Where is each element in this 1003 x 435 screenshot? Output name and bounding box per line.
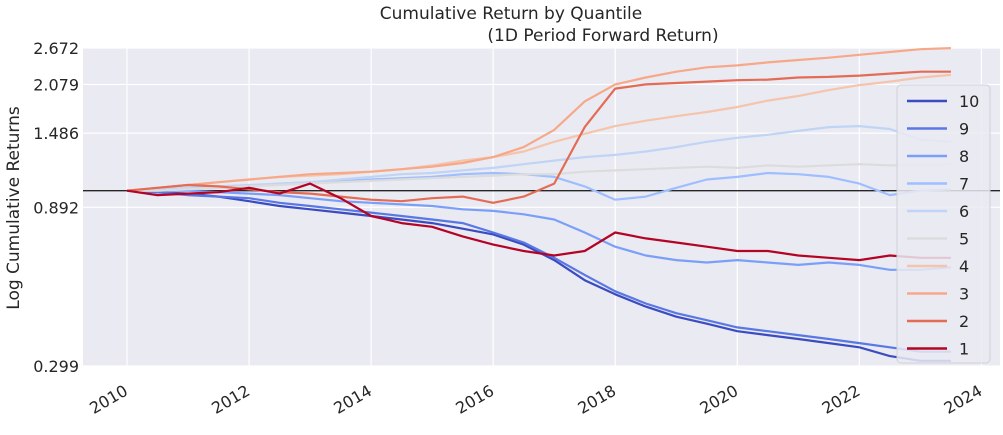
y-tick-label: 2.672 (33, 39, 79, 58)
legend-label-1: 1 (959, 340, 969, 359)
x-tick-label: 2012 (208, 381, 253, 418)
y-tick-label: 2.079 (33, 75, 79, 94)
x-tick-labels: 2010 2012 2014 2016 2018 2020 2022 2024 (86, 381, 985, 418)
legend-label-6: 6 (959, 202, 969, 221)
chart-subtitle: (1D Period Forward Return) (487, 26, 718, 46)
series-line-9 (126, 189, 951, 353)
legend: 10 9 8 7 6 5 4 3 2 1 (896, 84, 991, 364)
series-group (126, 47, 951, 362)
y-tick-label: 1.486 (33, 124, 79, 143)
x-tick-label: 2022 (819, 381, 864, 418)
legend-label-4: 4 (959, 257, 969, 276)
x-tick-label: 2020 (697, 381, 742, 418)
legend-label-8: 8 (959, 147, 969, 166)
y-tick-label: 0.299 (33, 357, 79, 376)
legend-label-7: 7 (959, 175, 969, 194)
x-tick-label: 2018 (574, 381, 619, 418)
legend-label-9: 9 (959, 120, 969, 139)
legend-label-2: 2 (959, 312, 969, 331)
series-line-1 (126, 182, 951, 262)
series-line-8 (127, 189, 951, 271)
legend-label-3: 3 (959, 285, 969, 304)
series-line-3 (126, 47, 951, 192)
y-tick-label: 0.892 (33, 198, 79, 217)
series-line-6 (126, 124, 951, 192)
x-tick-label: 2010 (86, 381, 131, 418)
y-tick-labels: 2.672 2.079 1.486 0.892 0.299 (33, 39, 79, 376)
x-tick-label: 2016 (452, 381, 497, 418)
y-axis-label: Log Cumulative Returns (4, 106, 24, 310)
x-tick-label: 2024 (941, 381, 986, 418)
x-tick-label: 2014 (330, 381, 375, 418)
legend-label-10: 10 (959, 92, 979, 111)
series-line-5 (127, 163, 951, 192)
legend-label-5: 5 (959, 230, 969, 249)
grid (83, 47, 1000, 367)
chart-title: Cumulative Return by Quantile (380, 4, 642, 24)
